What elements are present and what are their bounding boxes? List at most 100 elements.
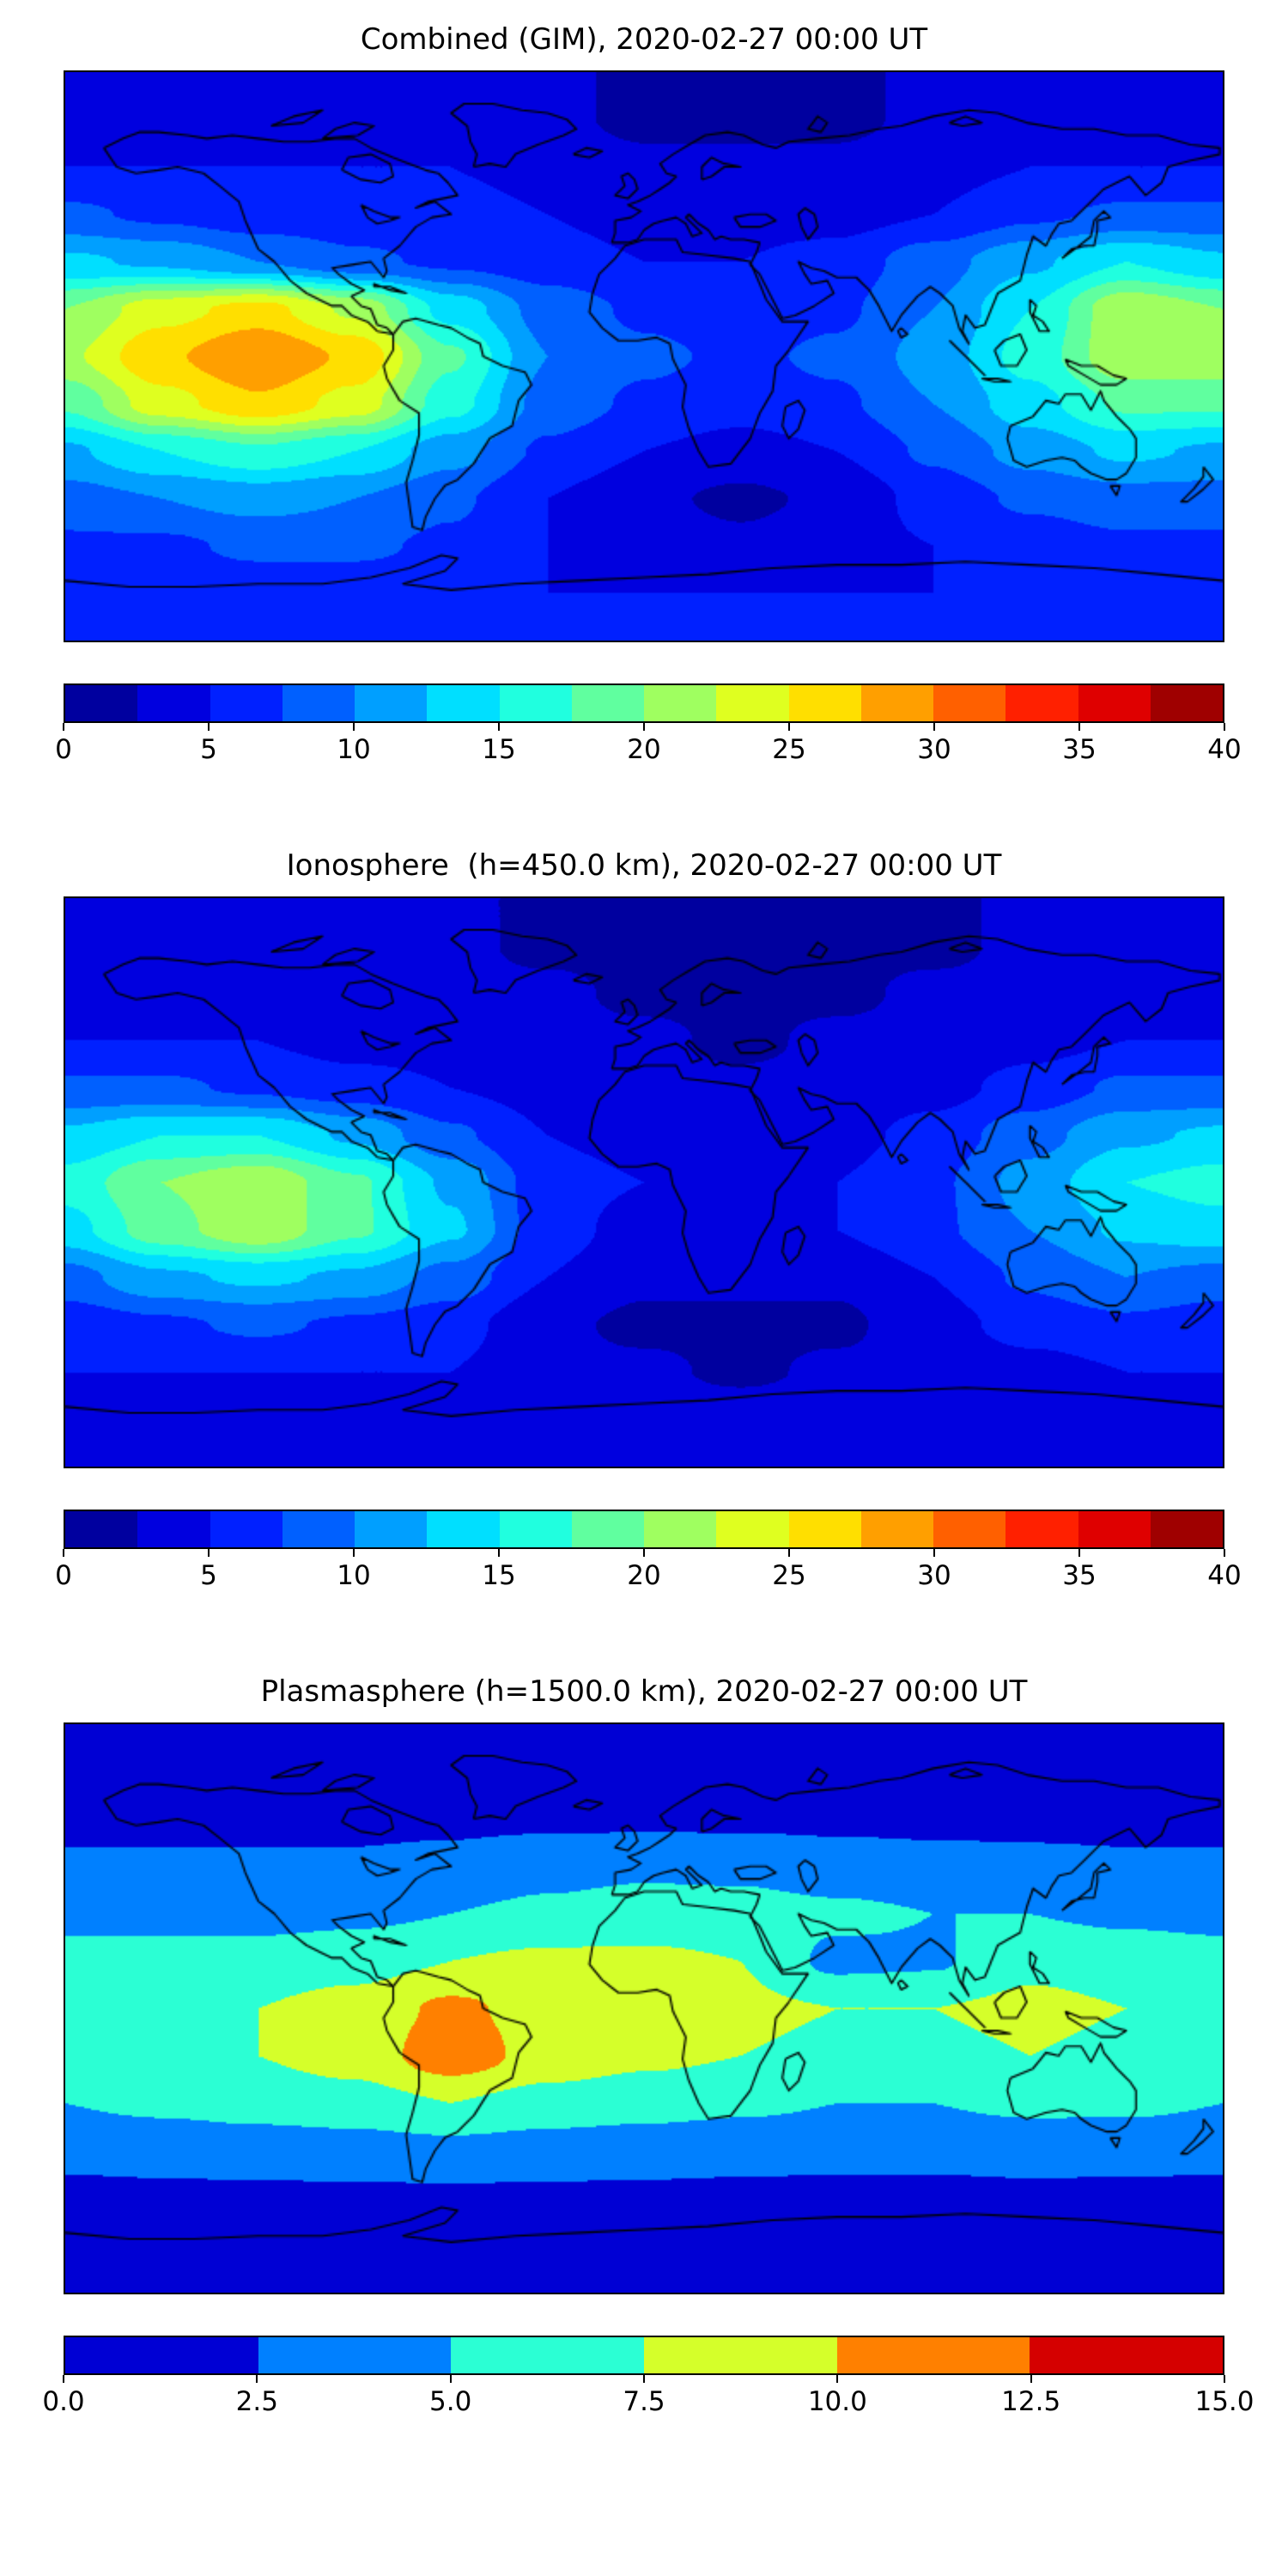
colorbar-tick-mark: [208, 1549, 210, 1557]
colorbar-tick-label: 5: [200, 1560, 217, 1591]
colorbar-tick-label: 5: [200, 734, 217, 765]
tec-map-combined: [64, 70, 1224, 642]
colorbar-segment: [1078, 1511, 1151, 1547]
colorbar-segment: [1150, 685, 1223, 721]
colorbar-tick-label: 15.0: [1194, 2386, 1255, 2417]
tec-map-canvas-ionosphere: [65, 898, 1223, 1467]
tec-map-canvas-combined: [65, 72, 1223, 641]
colorbar-tick-label: 40: [1207, 734, 1242, 765]
colorbar-tick-label: 5.0: [429, 2386, 472, 2417]
colorbar-tick-label: 0.0: [42, 2386, 85, 2417]
colorbar-segment: [427, 1511, 500, 1547]
colorbar-tick-mark: [63, 723, 64, 731]
colorbar-segment: [860, 1511, 933, 1547]
colorbar-tick-label: 25: [772, 734, 806, 765]
colorbar-segment: [65, 685, 138, 721]
colorbar-tick-label: 35: [1062, 734, 1097, 765]
colorbar-tick-label: 15: [482, 734, 516, 765]
colorbar-segment: [836, 2337, 1030, 2373]
colorbar-ionosphere: [64, 1510, 1224, 1549]
colorbar-segment: [933, 1511, 1006, 1547]
colorbar-segment: [1005, 1511, 1078, 1547]
colorbar-tick-mark: [256, 2375, 258, 2383]
colorbar-segment: [644, 2337, 837, 2373]
colorbar-segment: [716, 685, 789, 721]
panel-title-plasmasphere: Plasmasphere (h=1500.0 km), 2020-02-27 0…: [260, 1674, 1028, 1709]
colorbar-tick-mark: [1224, 1549, 1225, 1557]
colorbar-tick-mark: [1030, 2375, 1032, 2383]
colorbar-tick-labels-combined: 0 5 10 15 20 25 30 35 40: [55, 723, 1242, 773]
colorbar-tick-labels-plasmasphere: 0.0 2.5 5.0 7.5 10.0 12.5 15.0: [42, 2375, 1255, 2425]
tec-map-canvas-plasmasphere: [65, 1724, 1223, 2293]
colorbar-segment: [1150, 1511, 1223, 1547]
panel-title-ionosphere: Ionosphere (h=450.0 km), 2020-02-27 00:0…: [286, 848, 1002, 883]
colorbar-tick-mark: [643, 2375, 645, 2383]
tec-map-ionosphere: [64, 896, 1224, 1468]
colorbar-tick-label: 25: [772, 1560, 806, 1591]
panel-combined-gim: Combined (GIM), 2020-02-27 00:00 UT 0 5 10…: [55, 22, 1242, 773]
colorbar-tick-mark: [933, 1549, 935, 1557]
colorbar-segment: [1030, 2337, 1224, 2373]
colorbar-segment: [644, 685, 717, 721]
colorbar-tick-label: 7.5: [623, 2386, 665, 2417]
colorbar-segment: [282, 1511, 355, 1547]
colorbar-tick-mark: [498, 723, 500, 731]
colorbar-tick-label: 40: [1207, 1560, 1242, 1591]
colorbar-segment: [860, 685, 933, 721]
panel-plasmasphere: Plasmasphere (h=1500.0 km), 2020-02-27 0…: [42, 1674, 1255, 2425]
colorbar-segment: [355, 685, 428, 721]
colorbar-segment: [788, 1511, 861, 1547]
colorbar-segment: [788, 685, 861, 721]
colorbar-segment: [499, 1511, 572, 1547]
panel-title-combined: Combined (GIM), 2020-02-27 00:00 UT: [360, 22, 928, 57]
colorbar-tick-label: 20: [627, 734, 661, 765]
colorbar-tick-mark: [208, 723, 210, 731]
colorbar-tick-label: 0: [55, 1560, 72, 1591]
colorbar-segment: [65, 2337, 258, 2373]
colorbar-tick-label: 12.5: [1001, 2386, 1061, 2417]
colorbar-tick-label: 10: [337, 734, 371, 765]
colorbar-tick-mark: [353, 1549, 355, 1557]
colorbar-tick-mark: [1224, 2375, 1225, 2383]
colorbar-tick-mark: [836, 2375, 839, 2383]
colorbar-segment: [427, 685, 500, 721]
colorbar-segment: [571, 685, 644, 721]
colorbar-segment: [716, 1511, 789, 1547]
colorbar-segment: [451, 2337, 645, 2373]
colorbar-tick-mark: [353, 723, 355, 731]
colorbar-tick-label: 0: [55, 734, 72, 765]
colorbar-tick-label: 10: [337, 1560, 371, 1591]
colorbar-combined: [64, 683, 1224, 723]
colorbar-segment: [137, 685, 210, 721]
colorbar-segment: [1005, 685, 1078, 721]
colorbar-tick-label: 10.0: [807, 2386, 867, 2417]
colorbar-tick-label: 2.5: [235, 2386, 278, 2417]
colorbar-tick-mark: [933, 723, 935, 731]
colorbar-segment: [571, 1511, 644, 1547]
colorbar-tick-mark: [1224, 723, 1225, 731]
colorbar-tick-mark: [643, 1549, 645, 1557]
colorbar-tick-mark: [63, 2375, 64, 2383]
colorbar-tick-mark: [788, 1549, 790, 1557]
colorbar-segment: [933, 685, 1006, 721]
colorbar-tick-mark: [498, 1549, 500, 1557]
colorbar-segment: [258, 2337, 452, 2373]
colorbar-tick-label: 15: [482, 1560, 516, 1591]
colorbar-tick-mark: [643, 723, 645, 731]
colorbar-segment: [65, 1511, 138, 1547]
colorbar-tick-mark: [63, 1549, 64, 1557]
colorbar-tick-label: 30: [917, 734, 951, 765]
colorbar-tick-label: 20: [627, 1560, 661, 1591]
colorbar-segment: [1078, 685, 1151, 721]
colorbar-segment: [644, 1511, 717, 1547]
colorbar-segment: [282, 685, 355, 721]
colorbar-tick-mark: [449, 2375, 452, 2383]
colorbar-tick-label: 35: [1062, 1560, 1097, 1591]
colorbar-segment: [355, 1511, 428, 1547]
colorbar-tick-mark: [788, 723, 790, 731]
colorbar-segment: [210, 685, 283, 721]
colorbar-tick-mark: [1078, 1549, 1080, 1557]
colorbar-segment: [210, 1511, 283, 1547]
colorbar-segment: [137, 1511, 210, 1547]
figure: Combined (GIM), 2020-02-27 00:00 UT 0 5 10…: [0, 22, 1288, 2425]
